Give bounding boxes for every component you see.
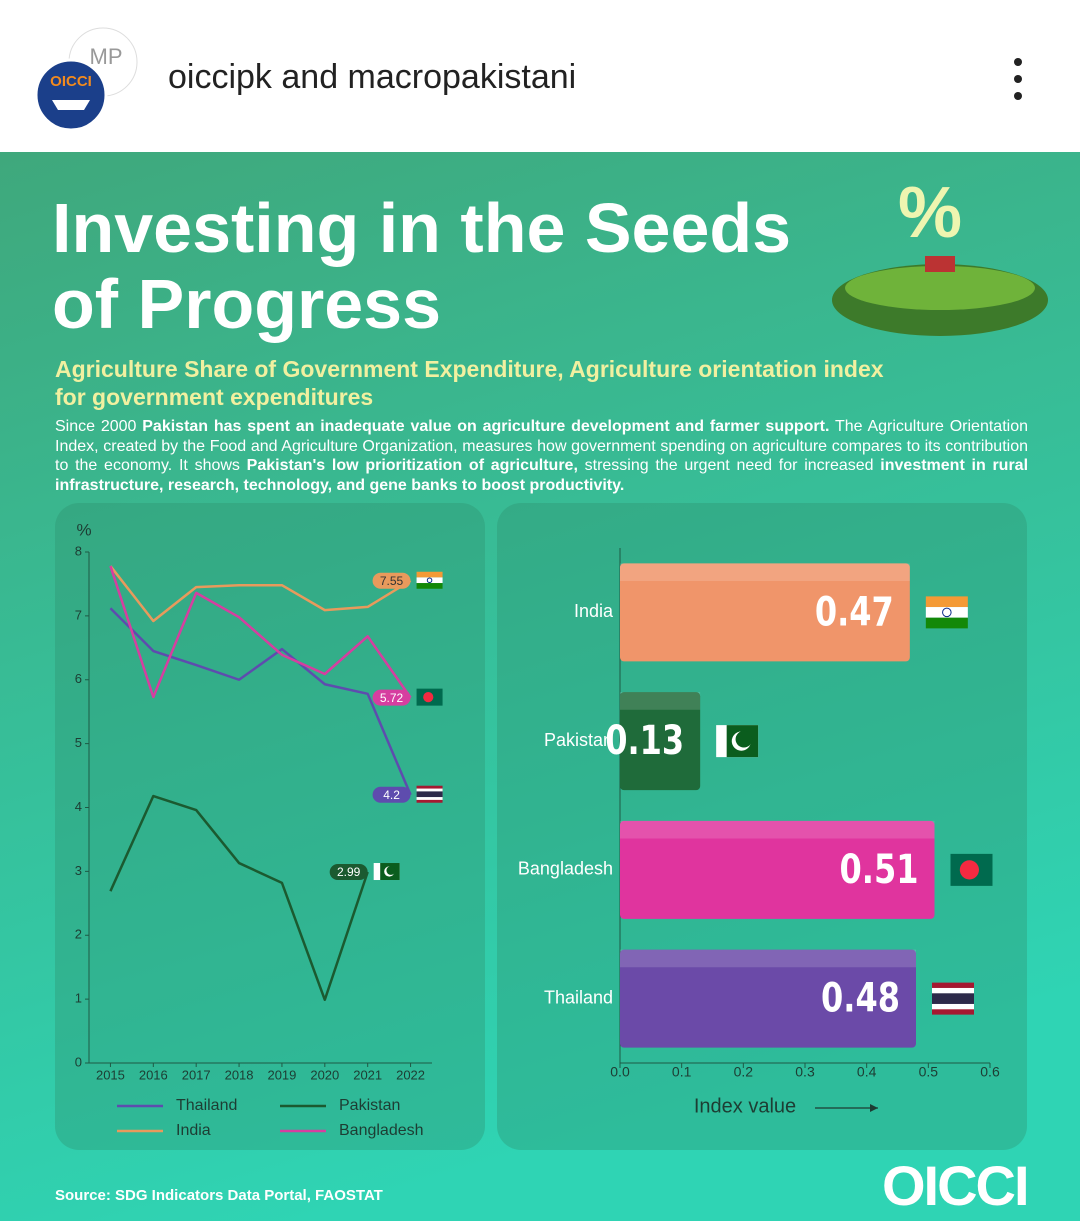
category-label: India [574, 601, 614, 621]
farm-illustration: % [832, 173, 1048, 336]
category-label: Bangladesh [518, 859, 613, 879]
bar-shine [620, 563, 910, 582]
x-tick-label: 0.4 [857, 1064, 877, 1080]
title: Investing in the Seeds of Progress [52, 189, 792, 343]
description-text: investment in rural infrastructure, rese… [55, 457, 1029, 494]
menu-dot[interactable] [1014, 75, 1022, 83]
flag [925, 596, 968, 608]
y-tick-label: 1 [75, 991, 82, 1006]
y-tick-label: 3 [75, 863, 82, 878]
line-series [109, 607, 412, 796]
description: Since 2000 Pakistan has spent an inadequ… [55, 417, 1028, 495]
x-tick-label: 2017 [182, 1067, 211, 1082]
x-tick-label: 0.5 [919, 1064, 939, 1080]
end-label-pill [329, 864, 368, 881]
flag [942, 607, 952, 618]
flag [416, 791, 443, 798]
line-series [109, 565, 412, 623]
y-axis-label: % [76, 520, 91, 539]
account-name[interactable]: oiccipk and macropakistani [168, 58, 577, 96]
x-tick-label: 2021 [353, 1067, 382, 1082]
x-tick-label: 2018 [225, 1067, 254, 1082]
y-tick-label: 2 [75, 927, 82, 942]
bar-shine [620, 820, 935, 839]
subtitle: Agriculture Share of Government Expendit… [55, 356, 884, 410]
y-tick-label: 7 [75, 607, 82, 622]
bar [620, 563, 910, 662]
flag [959, 860, 980, 880]
header-bar [0, 0, 1080, 152]
category-label: Thailand [544, 987, 613, 1007]
value-label: 0.48 [821, 974, 900, 1021]
end-label-pill [372, 572, 411, 589]
x-tick-label: 0.0 [610, 1064, 630, 1080]
legend-label: Pakistan [339, 1097, 400, 1114]
percent-icon: % [898, 173, 962, 253]
value-label: 0.13 [605, 717, 684, 764]
x-tick-label: 0.3 [795, 1064, 815, 1080]
flag [386, 866, 396, 875]
menu-dot[interactable] [1014, 92, 1022, 100]
description-text: stressing the urgent need for increased [577, 457, 881, 474]
flag [735, 730, 753, 748]
x-axis-label: Index value [694, 1095, 796, 1117]
bar [620, 949, 916, 1048]
value-label: 0.51 [840, 845, 919, 892]
bar-shine [620, 949, 916, 968]
source: Source: SDG Indicators Data Portal, FAOS… [55, 1187, 383, 1204]
legend-label: Bangladesh [339, 1122, 424, 1139]
line-series [109, 565, 412, 699]
bar-shine [620, 692, 701, 710]
flag [416, 577, 443, 584]
avatar-text: OICCI [50, 73, 92, 90]
flag [416, 571, 443, 578]
description-text: Pakistan has spent an inadequate value o… [142, 418, 830, 435]
line-panel [55, 503, 485, 1150]
flag [932, 993, 974, 1004]
flag [423, 692, 434, 703]
x-tick-label: 0.2 [734, 1064, 754, 1080]
x-tick-label: 2020 [310, 1067, 339, 1082]
avatar-ship [52, 100, 90, 110]
bar [620, 820, 935, 919]
bar [620, 692, 701, 791]
flag [925, 617, 968, 629]
axis-arrow-head [870, 1104, 878, 1112]
end-label-pill [372, 689, 411, 706]
x-tick-label: 0.1 [672, 1064, 692, 1080]
legend-label: India [176, 1122, 211, 1139]
legend-label: Thailand [176, 1097, 237, 1114]
description-text: Pakistan's low prioritization of agricul… [246, 457, 578, 474]
flag [416, 583, 443, 589]
x-tick-label: 2022 [396, 1067, 425, 1082]
y-tick-label: 4 [75, 799, 82, 814]
end-label: 2.99 [337, 865, 361, 879]
menu-dot[interactable] [1014, 58, 1022, 66]
description-text: Since 2000 [55, 418, 143, 435]
end-label: 4.2 [383, 788, 400, 802]
flag [925, 607, 968, 618]
end-label-pill [372, 786, 411, 803]
flag [426, 577, 433, 584]
x-tick-label: 0.6 [980, 1064, 1000, 1080]
description-text: The Agriculture Orientation Index, creat… [55, 418, 1028, 474]
logo: OICCI [882, 1154, 1030, 1217]
y-tick-label: 6 [75, 671, 82, 686]
avatar-text: MP [90, 44, 123, 69]
value-label: 0.47 [815, 588, 894, 635]
avatar-front[interactable] [34, 58, 108, 132]
y-tick-label: 0 [75, 1054, 82, 1069]
end-label: 7.55 [380, 574, 404, 588]
x-tick-label: 2019 [267, 1067, 296, 1082]
y-tick-label: 5 [75, 735, 82, 750]
x-tick-label: 2015 [96, 1067, 125, 1082]
line-series [109, 794, 369, 1002]
end-label: 5.72 [380, 691, 404, 705]
y-tick-label: 8 [75, 543, 82, 558]
category-label: Pakistan [544, 730, 613, 750]
x-tick-label: 2016 [139, 1067, 168, 1082]
